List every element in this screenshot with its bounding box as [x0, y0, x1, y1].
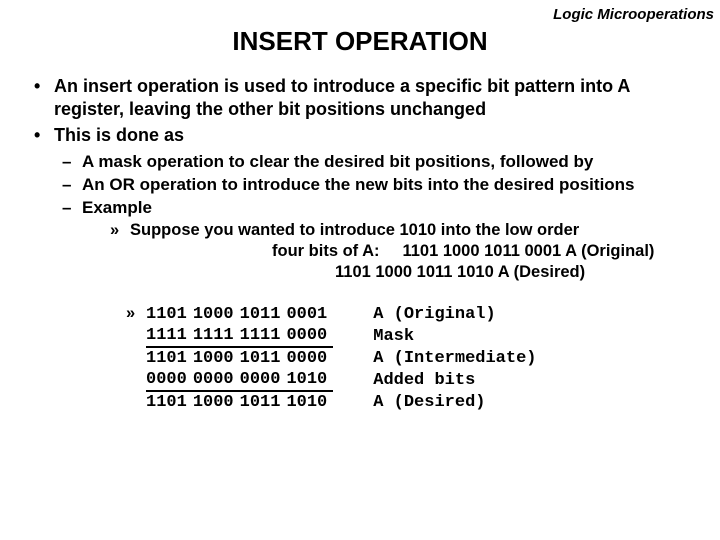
bit-cell: 1101	[146, 347, 193, 369]
example-text: Suppose you wanted to introduce 1010 int…	[130, 220, 692, 282]
header-category: Logic Microoperations	[553, 6, 714, 23]
row-label: A (Desired)	[333, 391, 542, 413]
bit-cell: 0000	[286, 347, 333, 369]
bit-table: 1101100010110001A (Original)111111111111…	[146, 304, 542, 413]
example-line: 1101 1000 1011 1010 A (Desired)	[130, 262, 692, 283]
bit-cell: 1111	[146, 325, 193, 347]
bit-cell: 0000	[146, 369, 193, 391]
row-label: Added bits	[333, 369, 542, 391]
bit-cell: 0001	[286, 304, 333, 325]
bit-cell: 1000	[193, 304, 240, 325]
dash-item-label: Example	[82, 198, 152, 217]
chevron-icon: »	[126, 304, 135, 323]
row-label: A (Original)	[333, 304, 542, 325]
bit-cell: 1000	[193, 347, 240, 369]
bit-cell: 0000	[286, 325, 333, 347]
bullet-item: This is done as	[28, 124, 692, 147]
bit-cell: 1011	[240, 347, 287, 369]
bit-table-container: » 1101100010110001A (Original)1111111111…	[146, 304, 692, 413]
example-line: Suppose you wanted to introduce 1010 int…	[130, 220, 692, 241]
table-row: 1111111111110000Mask	[146, 325, 542, 347]
dash-item: An OR operation to introduce the new bit…	[62, 174, 692, 195]
table-row: 0000000000001010Added bits	[146, 369, 542, 391]
example-line: four bits of A: 1101 1000 1011 0001 A (O…	[130, 241, 692, 262]
chevron-list: Suppose you wanted to introduce 1010 int…	[82, 220, 692, 282]
bit-cell: 0000	[193, 369, 240, 391]
dash-list: A mask operation to clear the desired bi…	[28, 151, 692, 283]
table-row: 1101100010111010A (Desired)	[146, 391, 542, 413]
dash-item: Example Suppose you wanted to introduce …	[62, 197, 692, 282]
slide-page: Logic Microoperations INSERT OPERATION A…	[0, 0, 720, 540]
bit-cell: 1011	[240, 391, 287, 413]
bit-cell: 1010	[286, 391, 333, 413]
bit-table-body: 1101100010110001A (Original)111111111111…	[146, 304, 542, 413]
bit-cell: 0000	[240, 369, 287, 391]
row-label: Mask	[333, 325, 542, 347]
chevron-item: Suppose you wanted to introduce 1010 int…	[110, 220, 692, 282]
bit-cell: 1101	[146, 391, 193, 413]
dash-item: A mask operation to clear the desired bi…	[62, 151, 692, 172]
bit-cell: 1101	[146, 304, 193, 325]
slide-content: An insert operation is used to introduce…	[0, 57, 720, 413]
bit-cell: 1000	[193, 391, 240, 413]
bit-cell: 1111	[240, 325, 287, 347]
bit-cell: 1111	[193, 325, 240, 347]
bit-cell: 1011	[240, 304, 287, 325]
bullet-item: An insert operation is used to introduce…	[28, 75, 692, 120]
row-label: A (Intermediate)	[333, 347, 542, 369]
bit-cell: 1010	[286, 369, 333, 391]
table-row: 1101100010110000A (Intermediate)	[146, 347, 542, 369]
table-row: 1101100010110001A (Original)	[146, 304, 542, 325]
bullet-list: An insert operation is used to introduce…	[28, 75, 692, 147]
